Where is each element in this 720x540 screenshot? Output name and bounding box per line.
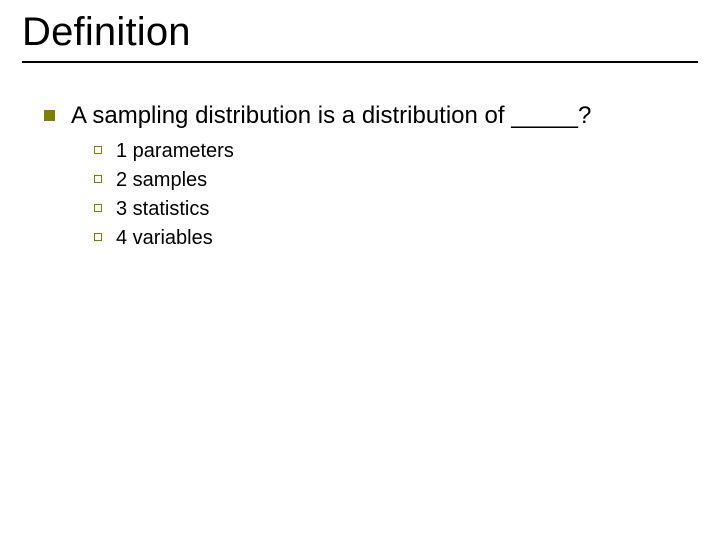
option-text: 3 statistics xyxy=(116,197,209,222)
option-text: 4 variables xyxy=(116,226,213,251)
hollow-square-bullet-icon xyxy=(94,175,102,183)
title-block: Definition xyxy=(22,10,698,63)
list-item: 2 samples xyxy=(94,168,698,193)
list-item: 3 statistics xyxy=(94,197,698,222)
hollow-square-bullet-icon xyxy=(94,233,102,241)
slide-title: Definition xyxy=(22,10,698,55)
square-bullet-icon xyxy=(44,110,55,121)
options-list: 1 parameters 2 samples 3 statistics 4 va… xyxy=(44,139,698,251)
option-text: 1 parameters xyxy=(116,139,234,164)
slide: Definition A sampling distribution is a … xyxy=(0,0,720,540)
main-bullet-text: A sampling distribution is a distributio… xyxy=(71,101,591,131)
hollow-square-bullet-icon xyxy=(94,146,102,154)
hollow-square-bullet-icon xyxy=(94,204,102,212)
slide-body: A sampling distribution is a distributio… xyxy=(22,101,698,251)
main-bullet-row: A sampling distribution is a distributio… xyxy=(44,101,698,131)
list-item: 4 variables xyxy=(94,226,698,251)
list-item: 1 parameters xyxy=(94,139,698,164)
option-text: 2 samples xyxy=(116,168,207,193)
